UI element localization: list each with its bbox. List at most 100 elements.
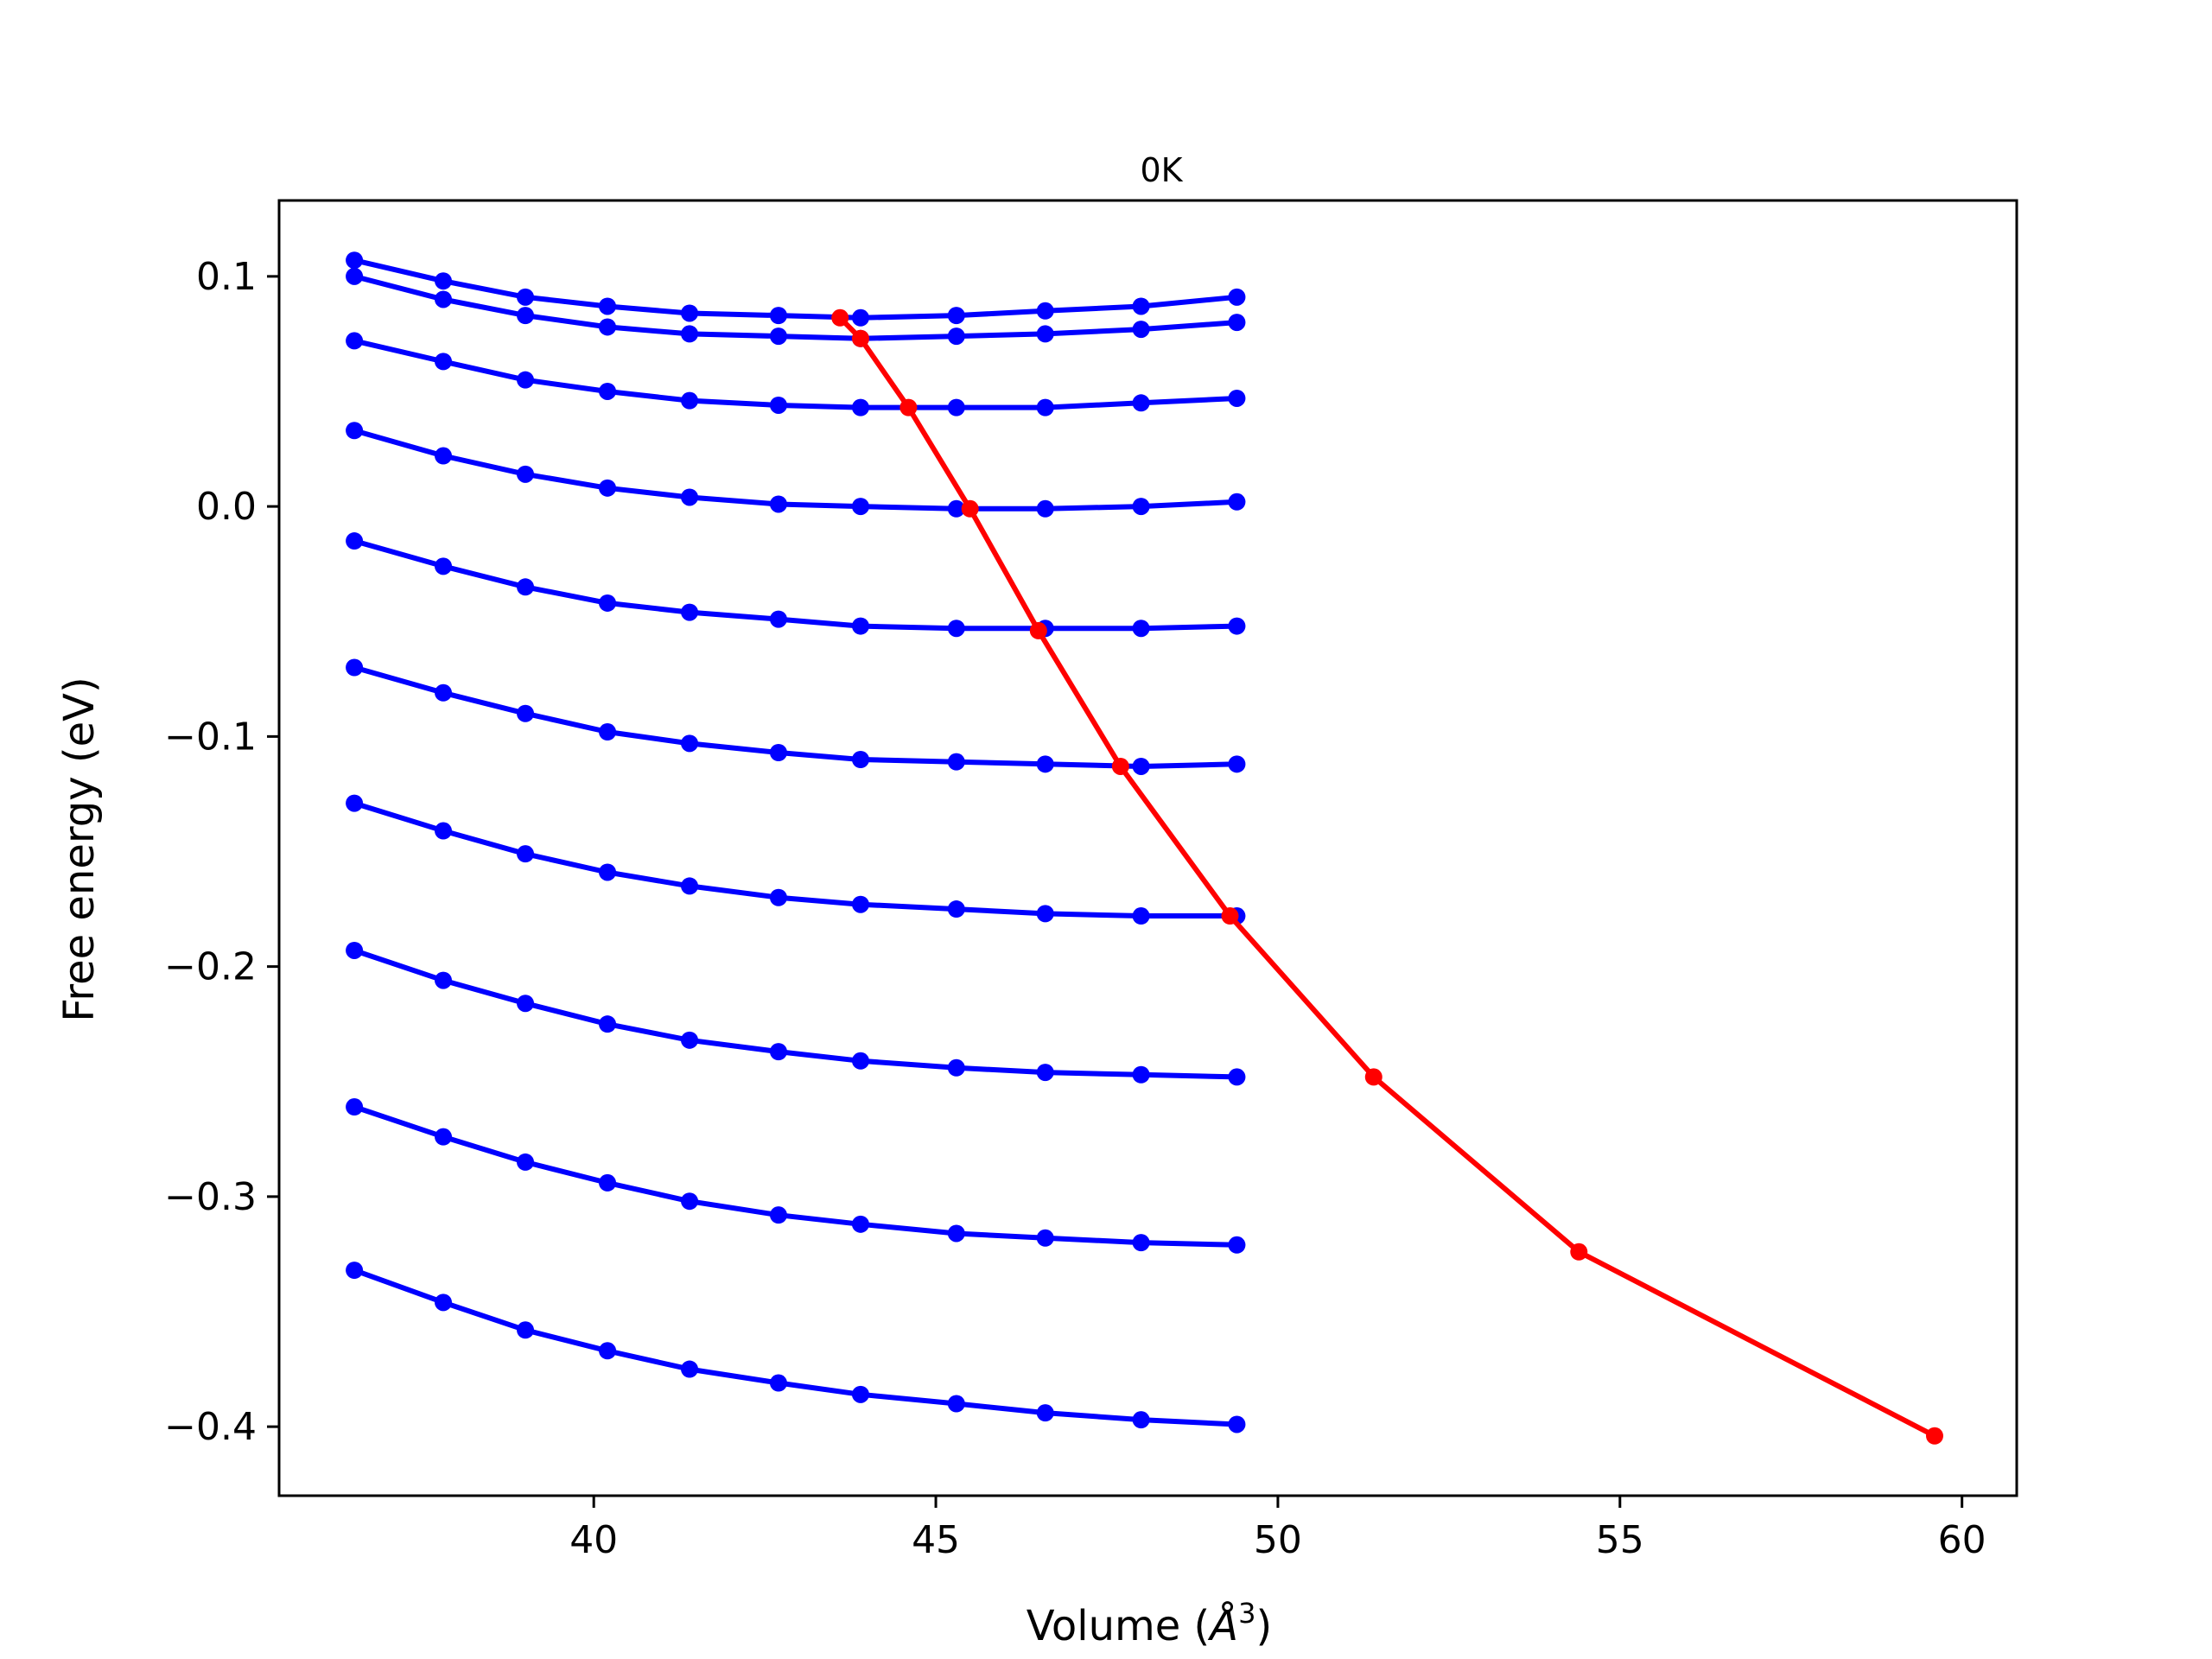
minimum-line <box>837 315 1937 1439</box>
data-point <box>1132 498 1150 516</box>
data-point <box>435 1128 453 1146</box>
data-point <box>851 1215 869 1233</box>
data-point <box>517 1153 535 1171</box>
minimum-point <box>831 308 849 327</box>
data-point <box>1132 1411 1150 1429</box>
data-point <box>1228 755 1246 773</box>
data-point <box>769 610 787 628</box>
data-point <box>1036 398 1054 416</box>
x-tick-label: 40 <box>569 1518 618 1562</box>
data-point <box>435 822 453 840</box>
y-tick-label: −0.3 <box>164 1175 257 1219</box>
series-10 <box>346 1262 1246 1433</box>
data-point <box>681 391 699 410</box>
y-tick-label: −0.2 <box>164 945 257 989</box>
data-point <box>851 398 869 416</box>
data-point <box>435 971 453 989</box>
data-point <box>517 1321 535 1339</box>
data-point <box>769 888 787 906</box>
data-point <box>947 307 965 325</box>
data-point <box>681 877 699 895</box>
data-point <box>435 272 453 290</box>
data-point <box>947 398 965 416</box>
series-3 <box>346 332 1246 416</box>
data-point <box>1228 1415 1246 1433</box>
y-tick-label: −0.1 <box>164 715 257 759</box>
data-point <box>435 683 453 702</box>
data-point <box>346 941 364 959</box>
data-point <box>681 1031 699 1049</box>
data-point <box>769 1206 787 1224</box>
data-point <box>1132 297 1150 315</box>
data-point <box>947 753 965 771</box>
data-point <box>681 603 699 621</box>
data-point <box>599 594 617 612</box>
data-point <box>681 734 699 753</box>
data-point <box>1036 755 1054 773</box>
x-tick-label: 45 <box>912 1518 960 1562</box>
data-point <box>435 1294 453 1312</box>
data-point <box>517 578 535 596</box>
data-point <box>1036 1229 1054 1247</box>
data-point <box>769 744 787 762</box>
data-point <box>769 1043 787 1061</box>
data-point <box>681 488 699 506</box>
series-4 <box>346 422 1246 518</box>
data-point <box>346 658 364 677</box>
y-tick-label: 0.0 <box>196 485 257 529</box>
data-point <box>1132 1234 1150 1252</box>
data-point <box>435 447 453 465</box>
data-point <box>599 1173 617 1192</box>
data-point <box>599 479 617 497</box>
x-tick-label: 50 <box>1254 1518 1302 1562</box>
data-point <box>1228 389 1246 407</box>
data-point <box>1036 499 1054 518</box>
data-point <box>851 1052 869 1070</box>
data-point <box>851 1385 869 1403</box>
chart-title: 0K <box>1140 151 1183 189</box>
data-point <box>1132 321 1150 339</box>
data-point <box>517 307 535 325</box>
data-point <box>769 1374 787 1392</box>
minimum-point <box>899 398 918 416</box>
minimum-point <box>1364 1068 1382 1086</box>
y-tick-label: 0.1 <box>196 255 257 299</box>
minimum-point <box>1925 1427 1943 1445</box>
data-point <box>435 353 453 371</box>
data-point <box>517 845 535 863</box>
data-point <box>681 325 699 343</box>
data-point <box>769 327 787 346</box>
data-point <box>1036 905 1054 923</box>
data-point <box>681 1360 699 1378</box>
data-point <box>947 499 965 518</box>
data-point <box>1132 757 1150 775</box>
x-axis-label: Volume (Å3) <box>1027 1597 1272 1650</box>
data-point <box>851 750 869 768</box>
data-point <box>947 1224 965 1243</box>
data-point <box>517 995 535 1013</box>
data-point <box>1132 907 1150 925</box>
x-axis: 40 45 50 55 60 <box>569 1496 1986 1562</box>
series-1 <box>346 251 1246 327</box>
data-point <box>769 307 787 325</box>
axes-frame <box>277 199 2018 1497</box>
series-8 <box>346 941 1246 1086</box>
data-point <box>1228 617 1246 635</box>
data-point <box>947 620 965 638</box>
data-point <box>1228 1236 1246 1254</box>
data-point <box>599 863 617 881</box>
data-point <box>346 794 364 812</box>
data-point <box>769 396 787 414</box>
data-point <box>599 382 617 400</box>
data-point <box>1228 288 1246 306</box>
data-point <box>1228 1068 1246 1086</box>
data-point <box>769 495 787 513</box>
data-point <box>681 304 699 322</box>
data-point <box>947 327 965 346</box>
data-point <box>517 288 535 306</box>
minimum-point <box>1111 757 1129 775</box>
data-point <box>346 251 364 270</box>
data-point <box>435 290 453 308</box>
